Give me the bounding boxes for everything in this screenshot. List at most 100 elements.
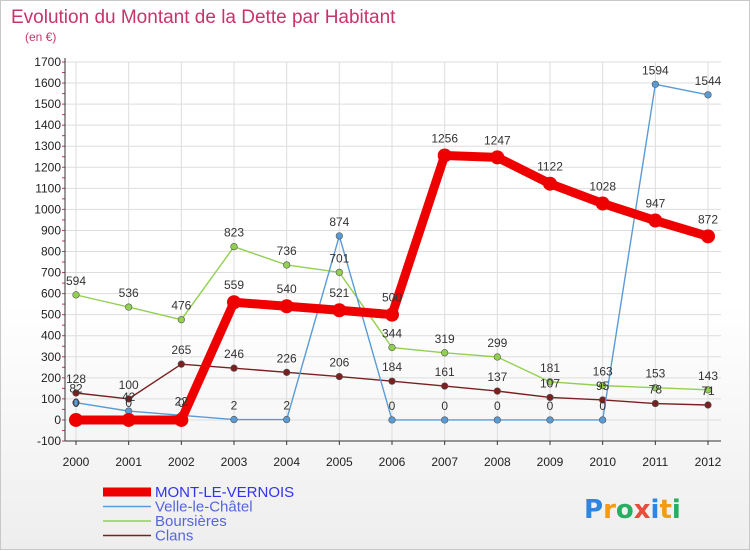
- data-label: 874: [329, 215, 349, 229]
- data-point: [437, 148, 452, 163]
- logo-letter: r: [603, 495, 616, 525]
- data-label: 107: [540, 376, 560, 390]
- y-tick-label: 300: [41, 350, 61, 364]
- data-label: 82: [69, 382, 83, 396]
- data-point: [230, 415, 238, 424]
- legend-label: Velle-le-Châtel: [155, 499, 253, 516]
- data-point: [441, 382, 449, 390]
- y-tick-label: 800: [41, 245, 61, 259]
- data-point: [121, 412, 136, 427]
- data-label: 540: [277, 282, 297, 296]
- data-point: [441, 349, 449, 357]
- data-point: [230, 364, 238, 372]
- data-point: [230, 243, 238, 251]
- data-label: 161: [435, 365, 455, 379]
- data-label: 1247: [484, 133, 511, 147]
- y-tick-label: 900: [41, 223, 61, 237]
- data-label: 71: [701, 384, 715, 398]
- logo-letter: i: [651, 495, 660, 525]
- x-axis-ticks: 2000 2001 2002 2003 2004 2005 2006 2007 2008 2009…: [63, 455, 722, 469]
- data-label: 1122: [537, 160, 563, 174]
- data-label: 246: [224, 347, 244, 361]
- data-label: 2: [283, 399, 290, 413]
- logo-letter: P: [584, 495, 603, 525]
- data-label: 0: [389, 399, 396, 413]
- y-tick-label: 400: [41, 329, 61, 343]
- data-point: [177, 360, 185, 368]
- y-tick-label: 1300: [34, 139, 61, 153]
- series-layer: [69, 80, 715, 427]
- data-point: [704, 386, 712, 394]
- data-label: 1544: [695, 74, 722, 88]
- data-label: 265: [171, 343, 191, 357]
- data-point: [283, 261, 291, 269]
- data-label: 536: [119, 286, 139, 300]
- data-label: 128: [66, 372, 86, 386]
- data-label: 736: [277, 244, 297, 258]
- data-label: 1594: [642, 63, 669, 77]
- data-label: 0: [599, 399, 606, 413]
- data-point: [335, 372, 343, 381]
- axes: [62, 58, 721, 445]
- data-label: 823: [224, 226, 244, 240]
- data-point: [332, 303, 347, 318]
- data-point: [72, 389, 80, 397]
- chart-subtitle: (en €): [25, 30, 56, 44]
- data-label: 1028: [589, 179, 616, 193]
- data-label: 0: [547, 399, 554, 413]
- x-tick-label: 2010: [589, 455, 616, 469]
- data-point: [388, 377, 396, 385]
- y-tick-label: 1000: [34, 202, 61, 216]
- data-point: [599, 416, 607, 424]
- data-label: 163: [593, 365, 613, 379]
- data-label: 947: [645, 197, 665, 211]
- chart-title: Evolution du Montant de la Dette par Hab…: [11, 7, 396, 28]
- data-point: [125, 395, 133, 403]
- data-label: 500: [382, 291, 402, 305]
- data-point: [546, 393, 554, 402]
- y-tick-label: 700: [41, 266, 61, 280]
- x-tick-label: 2004: [273, 455, 300, 469]
- data-point: [388, 343, 396, 352]
- x-tick-label: 2006: [379, 455, 406, 469]
- data-point: [125, 303, 133, 311]
- y-tick-label: 1600: [34, 76, 61, 90]
- data-label: 872: [698, 212, 718, 226]
- data-label: 22: [175, 394, 189, 408]
- x-tick-label: 2012: [695, 455, 722, 469]
- x-tick-label: 2007: [431, 455, 458, 469]
- data-point: [177, 316, 185, 324]
- data-label: 319: [435, 332, 455, 346]
- data-label: 78: [649, 383, 663, 397]
- logo-letter: x: [634, 495, 651, 525]
- data-point: [651, 399, 659, 408]
- data-label: 701: [329, 251, 349, 265]
- data-label: 153: [645, 367, 665, 381]
- data-point: [72, 291, 80, 299]
- y-tick-label: 200: [41, 371, 61, 385]
- y-tick-label: 500: [41, 308, 61, 322]
- legend-label: MONT-LE-VERNOIS: [155, 484, 294, 501]
- data-label: 559: [224, 278, 244, 292]
- data-point: [651, 80, 659, 88]
- data-point: [704, 91, 712, 99]
- x-tick-label: 2009: [537, 455, 564, 469]
- data-labels-layer: 128 100 265 246 226 206 184 161 137 107 95 78 71 594 5…: [66, 63, 722, 413]
- data-label: 137: [487, 370, 507, 384]
- data-label: 344: [382, 327, 402, 341]
- data-point: [279, 299, 294, 314]
- x-tick-label: 2005: [326, 455, 353, 469]
- data-label: 521: [329, 286, 349, 300]
- legend: MONT-LE-VERNOISVelle-le-ChâtelBoursières…: [103, 484, 294, 545]
- data-point: [651, 384, 659, 392]
- logo-letter: i: [672, 495, 681, 525]
- data-label: 299: [487, 336, 507, 350]
- y-tick-label: -100: [37, 434, 61, 448]
- logo-letter: t: [659, 495, 671, 525]
- data-point: [385, 307, 399, 322]
- data-point: [595, 196, 610, 211]
- data-label: 0: [125, 396, 132, 410]
- data-label: 0: [73, 396, 80, 410]
- x-tick-label: 2011: [642, 455, 668, 469]
